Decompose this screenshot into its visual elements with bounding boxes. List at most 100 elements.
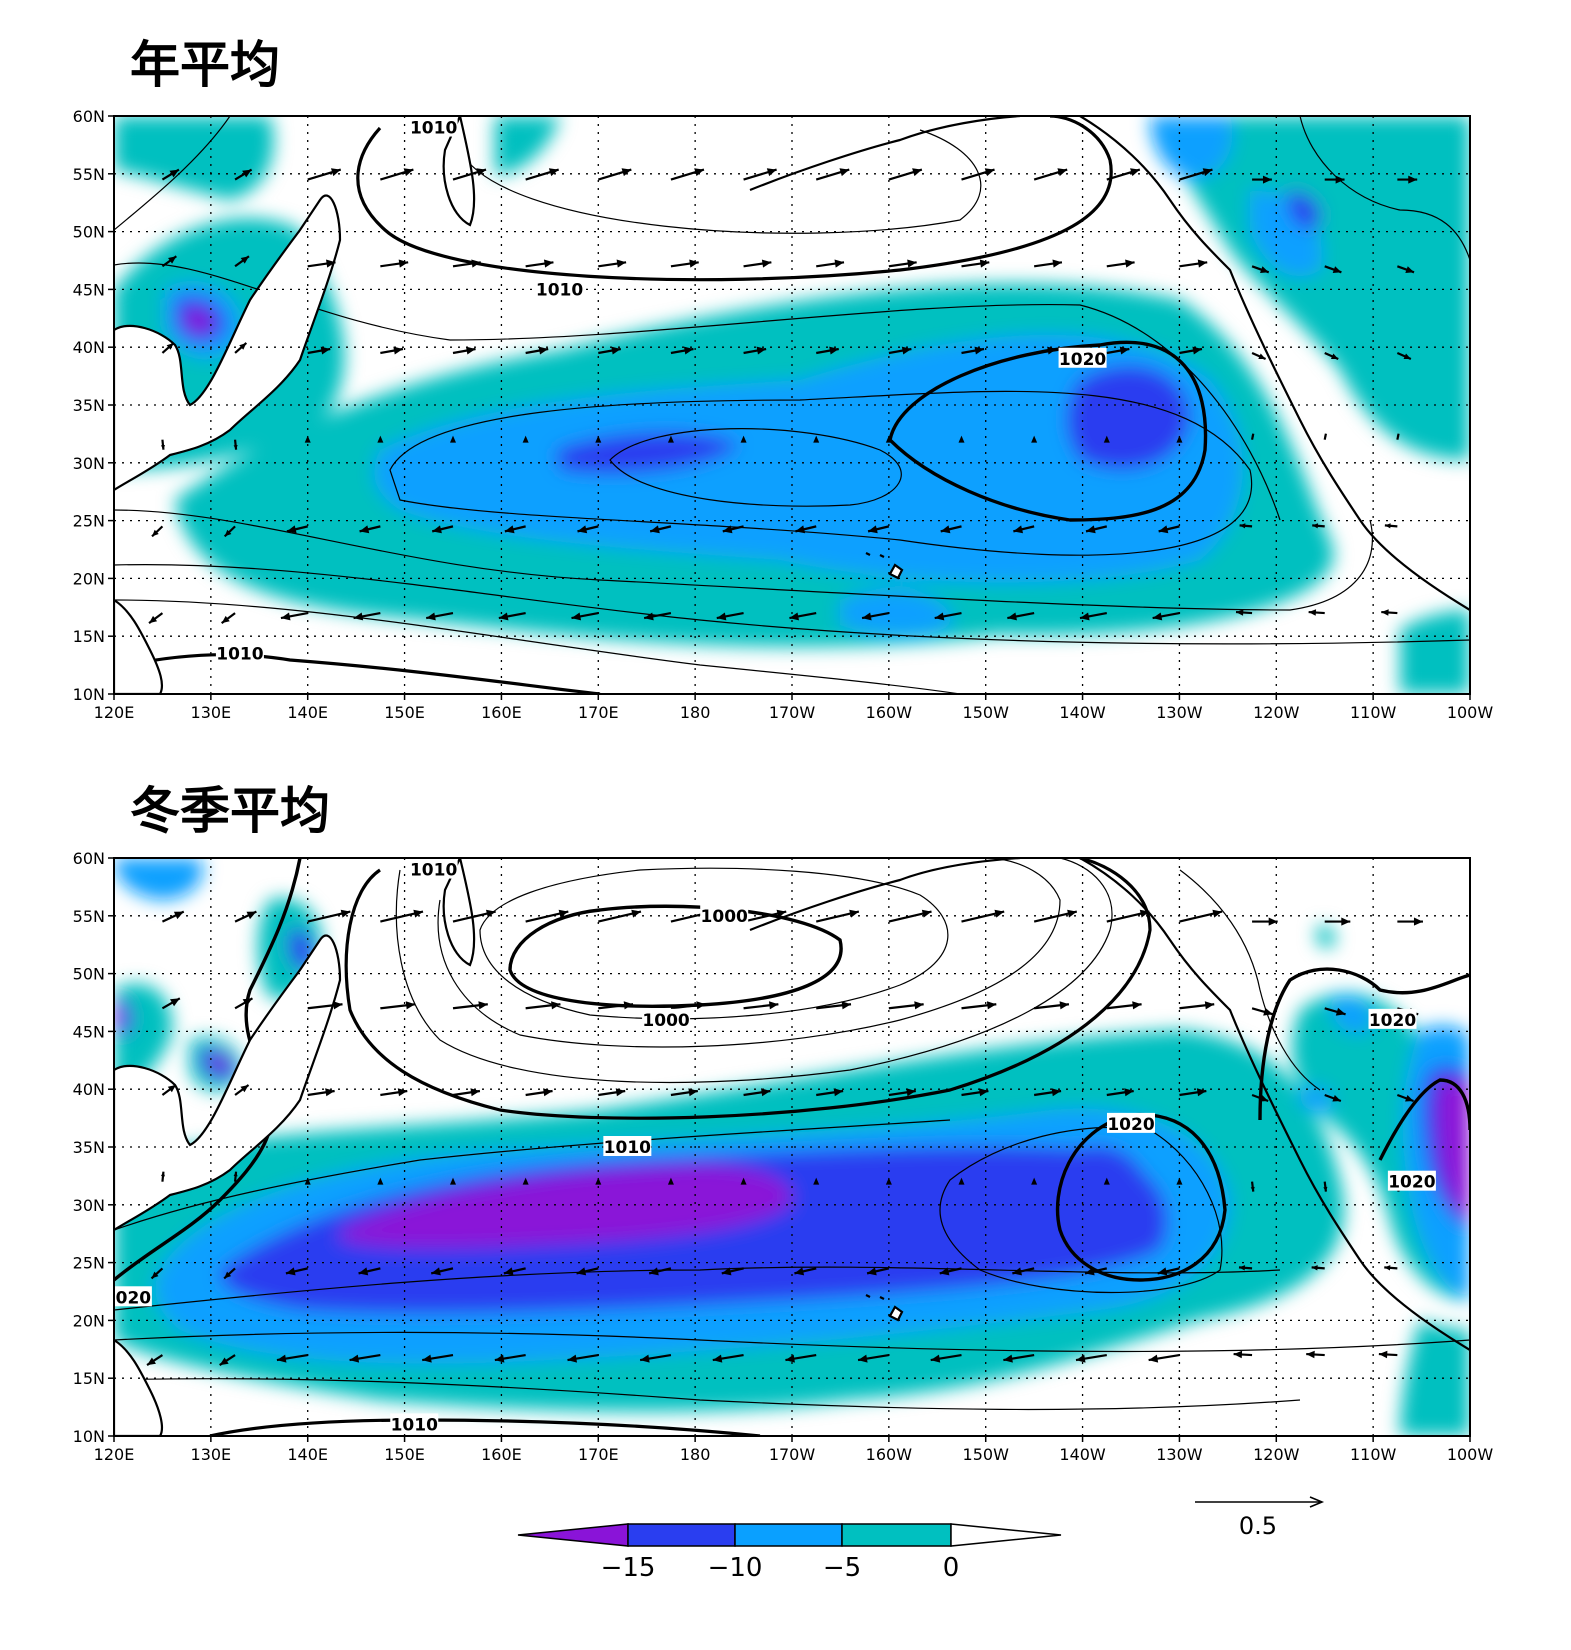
- wind-arrow-icon: [743, 1088, 771, 1097]
- wind-arrow-icon: [304, 1177, 311, 1185]
- wind-arrow-icon: [888, 1001, 924, 1010]
- shade-dark-east: [1066, 365, 1190, 470]
- wind-arrow-icon: [961, 346, 985, 355]
- wind-arrow-icon: [598, 346, 622, 355]
- wind-arrow-icon: [525, 909, 569, 923]
- coast-philippines: [114, 598, 164, 694]
- lat-tick-label: 10N: [73, 685, 105, 704]
- wind-arrow-icon: [648, 1267, 672, 1276]
- wind-arrow-icon: [1251, 351, 1267, 360]
- wind-arrow-icon: [150, 1267, 164, 1280]
- lat-tick-label: 45N: [73, 280, 105, 299]
- map-panel-annual: 1010 1010 1020 1010 120E 130E 140E 150E 160E 170…: [73, 107, 1494, 722]
- wind-arrow-icon: [1157, 1267, 1180, 1276]
- wind-arrow-icon: [597, 168, 632, 181]
- wind-arrow-icon: [1323, 1181, 1328, 1192]
- wind-arrow-icon: [1034, 1001, 1070, 1010]
- shade-purple-nw: [185, 308, 213, 334]
- lat-tick-label: 40N: [73, 338, 105, 357]
- wind-arrow-icon: [1324, 917, 1351, 926]
- wind-arrow-icon: [234, 997, 254, 1010]
- contour-label: 1010: [536, 280, 583, 300]
- wind-arrow-icon: [1239, 523, 1253, 529]
- shade-purple-kor: [212, 1054, 228, 1072]
- lon-tick-label: 180: [680, 703, 711, 722]
- wind-arrow-icon: [1033, 168, 1068, 181]
- contour-1020-na: [1258, 967, 1470, 1161]
- wind-arrow-icon: [349, 1353, 381, 1363]
- coast-kamchatka: [442, 116, 476, 227]
- wind-arrow-icon: [1031, 1177, 1038, 1185]
- wind-arrow-icon: [598, 1001, 634, 1010]
- wind-arrow-icon: [1308, 609, 1325, 616]
- shade-teal-east: [1160, 116, 1470, 460]
- wind-arrow-icon: [1148, 1353, 1180, 1363]
- lat-tick-label: 30N: [73, 1196, 105, 1215]
- wind-arrow-icon: [815, 168, 850, 181]
- wind-arrow-icon: [1397, 917, 1423, 926]
- wind-arrow-icon: [1179, 259, 1208, 268]
- wind-arrow-icon: [743, 259, 772, 268]
- wind-arrow-icon: [234, 910, 257, 923]
- wind-arrow-icon: [1238, 1265, 1253, 1271]
- wind-arrow-icon: [813, 1177, 820, 1185]
- shade-teal-top-left: [114, 116, 274, 200]
- wind-arrow-icon: [430, 1267, 454, 1276]
- lon-tick-label: 170W: [769, 703, 816, 722]
- contour-label-bg: [700, 904, 749, 925]
- contour-label-bg: [642, 1008, 691, 1029]
- colorbar-purple-tip: [517, 1523, 629, 1547]
- wind-arrow-icon: [525, 346, 549, 355]
- lon-tick-label: 100W: [1447, 703, 1494, 722]
- wind-arrow-icon: [1007, 611, 1035, 621]
- wind-arrow-icon: [359, 525, 381, 534]
- wind-arrow-icon: [1381, 609, 1398, 616]
- wind-arrow-icon: [670, 1001, 706, 1010]
- wind-arrow-icon: [286, 525, 308, 534]
- lat-tick-label: 20N: [73, 569, 105, 588]
- wind-arrow-icon: [1103, 435, 1110, 443]
- coast-asia: [114, 194, 342, 492]
- wind-arrow-icon: [525, 259, 554, 268]
- wind-arrow-icon: [1176, 435, 1183, 443]
- wind-arrow-icon: [161, 997, 181, 1010]
- lat-tick-label: 15N: [73, 627, 105, 646]
- contour-thin-4: [114, 1266, 1281, 1311]
- wind-arrow-icon: [161, 342, 175, 354]
- wind-arrow-icon: [888, 909, 932, 923]
- wind-arrow-icon: [712, 1353, 744, 1363]
- wind-arrow-icon: [961, 168, 995, 181]
- wind-arrow-icon: [888, 168, 923, 181]
- wind-arrow-icon: [930, 1353, 962, 1363]
- wind-arrow-icon: [571, 611, 599, 621]
- coast-alaska: [749, 858, 1470, 1351]
- wind-arrow-icon: [276, 1353, 308, 1363]
- wind-arrow-icon: [740, 1177, 747, 1185]
- lon-tick-label: 170E: [578, 1445, 619, 1464]
- wind-arrow-icon: [425, 611, 454, 621]
- wind-arrow-icon: [1031, 435, 1038, 443]
- wind-arrow-icon: [816, 1001, 852, 1010]
- wind-arrow-icon: [1079, 611, 1107, 621]
- wind-arrow-icon: [219, 1354, 236, 1367]
- wind-arrow-icon: [670, 1088, 699, 1097]
- wind-arrow-icon: [1106, 1088, 1134, 1097]
- lat-tick-label: 35N: [73, 396, 105, 415]
- wind-arrow-icon: [380, 1088, 408, 1097]
- wind-arrow-icon: [1152, 611, 1180, 621]
- wind-arrow-icon: [1106, 346, 1130, 355]
- wind-arrow-icon: [146, 1354, 164, 1367]
- wind-arrow-icon: [1003, 1353, 1035, 1363]
- wind-arrow-icon: [1103, 1177, 1110, 1185]
- coast-philippines: [114, 1338, 164, 1436]
- wind-arrow-icon: [1179, 1088, 1207, 1097]
- wind-arrow-icon: [1106, 168, 1141, 181]
- gridlines: [114, 116, 1470, 694]
- contour-thin-3: [479, 867, 949, 1020]
- wind-arrow-icon: [888, 1088, 916, 1097]
- coast-asia: [114, 934, 342, 1232]
- wind-arrow-icon: [307, 259, 336, 268]
- wind-arrow-icon: [888, 346, 912, 355]
- wind-arrow-icon: [307, 346, 331, 355]
- contour-label: 1020: [1369, 1011, 1416, 1031]
